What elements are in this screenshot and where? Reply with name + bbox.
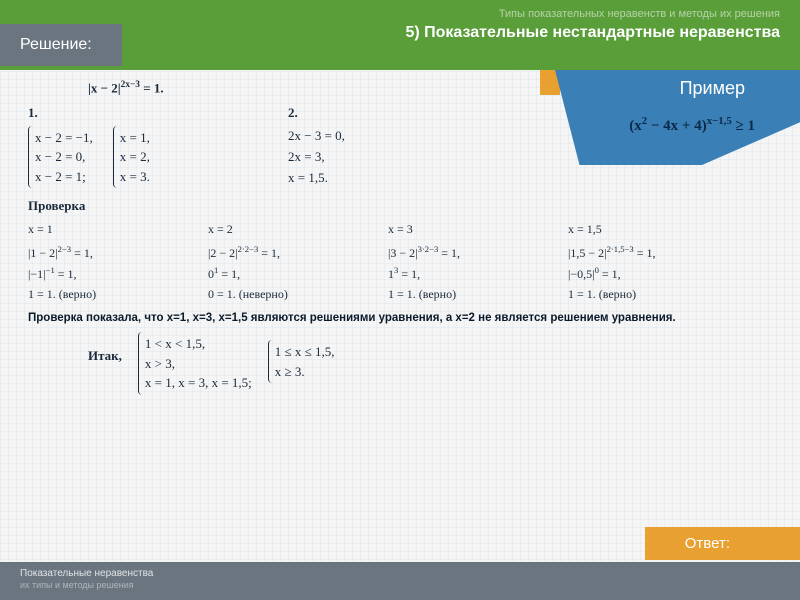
check-col-3: x = 3 |3 − 2|3·2−3 = 1, 13 = 1, 1 = 1. (… <box>388 219 568 305</box>
conclusion-text: Проверка показала, что x=1, x=3, x=1,5 я… <box>28 311 772 327</box>
check-col-4: x = 1,5 |1,5 − 2|2·1,5−3 = 1, |−0,5|0 = … <box>568 219 748 305</box>
case-1-left: x − 2 = −1, x − 2 = 0, x − 2 = 1; <box>28 126 93 189</box>
check-col-1: x = 1 |1 − 2|2−3 = 1, |−1|−1 = 1, 1 = 1.… <box>28 219 208 305</box>
case-2-lines: 2x − 3 = 0, 2x = 3, x = 1,5. <box>288 126 508 188</box>
final-row: Итак, 1 < x < 1,5, x > 3, x = 1, x = 3, … <box>88 332 772 395</box>
math-content: |x − 2|2x−3 = 1. 1. x − 2 = −1, x − 2 = … <box>28 78 772 395</box>
answer-tab: Ответ: <box>645 527 800 560</box>
header-title: 5) Показательные нестандартные неравенст… <box>405 24 780 42</box>
footer-bar: Показательные неравенства их типы и мето… <box>0 562 800 600</box>
header-subtitle: Типы показательных неравенств и методы и… <box>499 8 780 20</box>
check-label: Проверка <box>28 196 772 217</box>
check-row: x = 1 |1 − 2|2−3 = 1, |−1|−1 = 1, 1 = 1.… <box>28 219 772 305</box>
solution-tab: Решение: <box>0 24 122 66</box>
check-col-2: x = 2 |2 − 2|2·2−3 = 1, 01 = 1, 0 = 1. (… <box>208 219 388 305</box>
case-1-num: 1. <box>28 103 288 124</box>
final-block-1: 1 < x < 1,5, x > 3, x = 1, x = 3, x = 1,… <box>138 332 252 395</box>
case-1-right: x = 1, x = 2, x = 3. <box>113 126 150 189</box>
final-block-2: 1 ≤ x ≤ 1,5, x ≥ 3. <box>268 340 335 383</box>
main-equation: |x − 2|2x−3 = 1. <box>88 78 772 99</box>
footer-text: Показательные неравенства их типы и мето… <box>20 568 153 592</box>
case-2-num: 2. <box>288 103 508 124</box>
final-label: Итак, <box>88 332 122 367</box>
